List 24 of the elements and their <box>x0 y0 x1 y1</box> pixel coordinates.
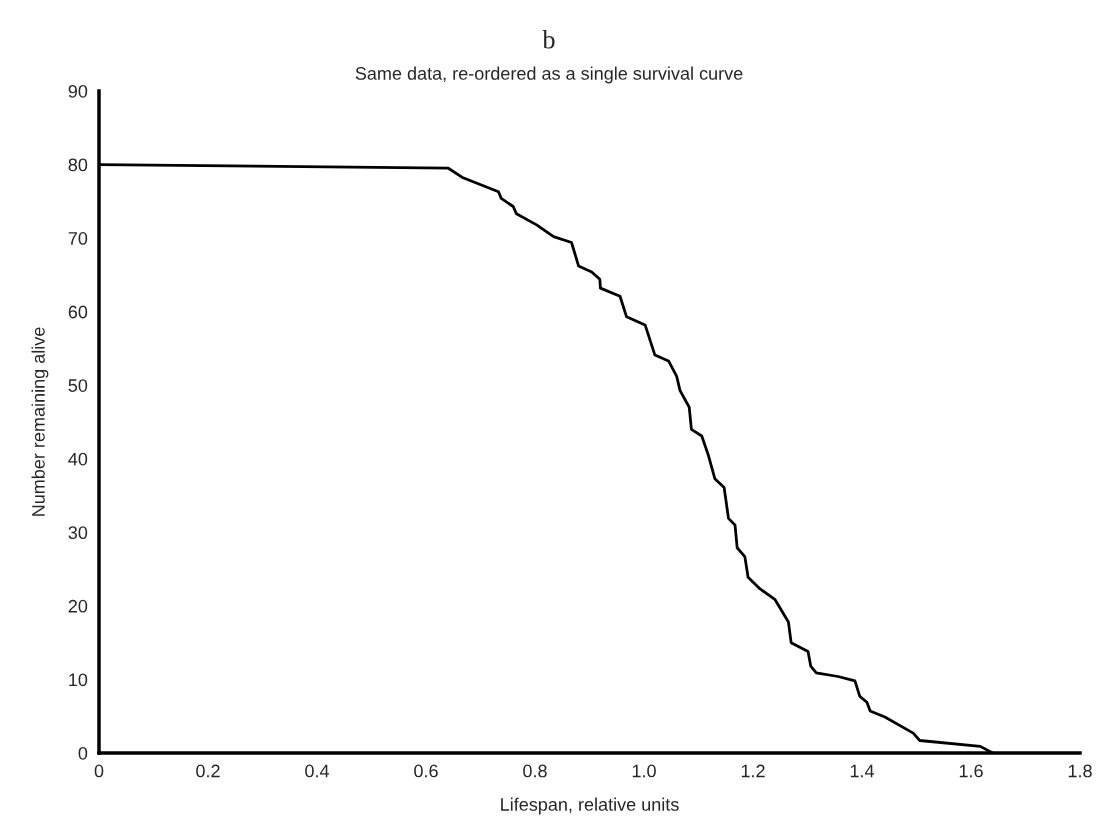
y-tick-label: 20 <box>68 599 88 613</box>
x-tick-label: 1.0 <box>632 764 656 778</box>
y-tick-label: 90 <box>68 84 88 98</box>
x-tick-label: 1.6 <box>959 764 983 778</box>
x-tick-label: 0.6 <box>414 764 438 778</box>
x-tick-label: 0.4 <box>305 764 330 778</box>
x-tick-label: 0.8 <box>523 764 547 778</box>
y-tick-label: 30 <box>68 526 88 540</box>
x-tick-label: 0 <box>94 764 104 778</box>
y-tick-label: 80 <box>68 158 88 172</box>
y-tick-label: 40 <box>68 452 88 466</box>
y-tick-label: 10 <box>69 673 88 687</box>
x-axis-title: Lifespan, relative units <box>501 797 679 815</box>
chart-title: b <box>542 30 555 49</box>
y-tick-label: 0 <box>78 746 88 760</box>
y-tick-label: 50 <box>68 379 88 392</box>
x-tick-label: 1.4 <box>850 764 875 778</box>
x-tick-label: 1.8 <box>1068 764 1092 778</box>
y-axis-title: Number remaining alive <box>31 327 49 516</box>
y-tick-label: 60 <box>68 305 88 319</box>
x-tick-label: 0.2 <box>196 764 220 778</box>
x-tick-label: 1.2 <box>741 764 765 778</box>
chart-subtitle: Same data, re-ordered as a single survival curve <box>355 66 743 84</box>
y-tick-label: 70 <box>68 232 88 245</box>
